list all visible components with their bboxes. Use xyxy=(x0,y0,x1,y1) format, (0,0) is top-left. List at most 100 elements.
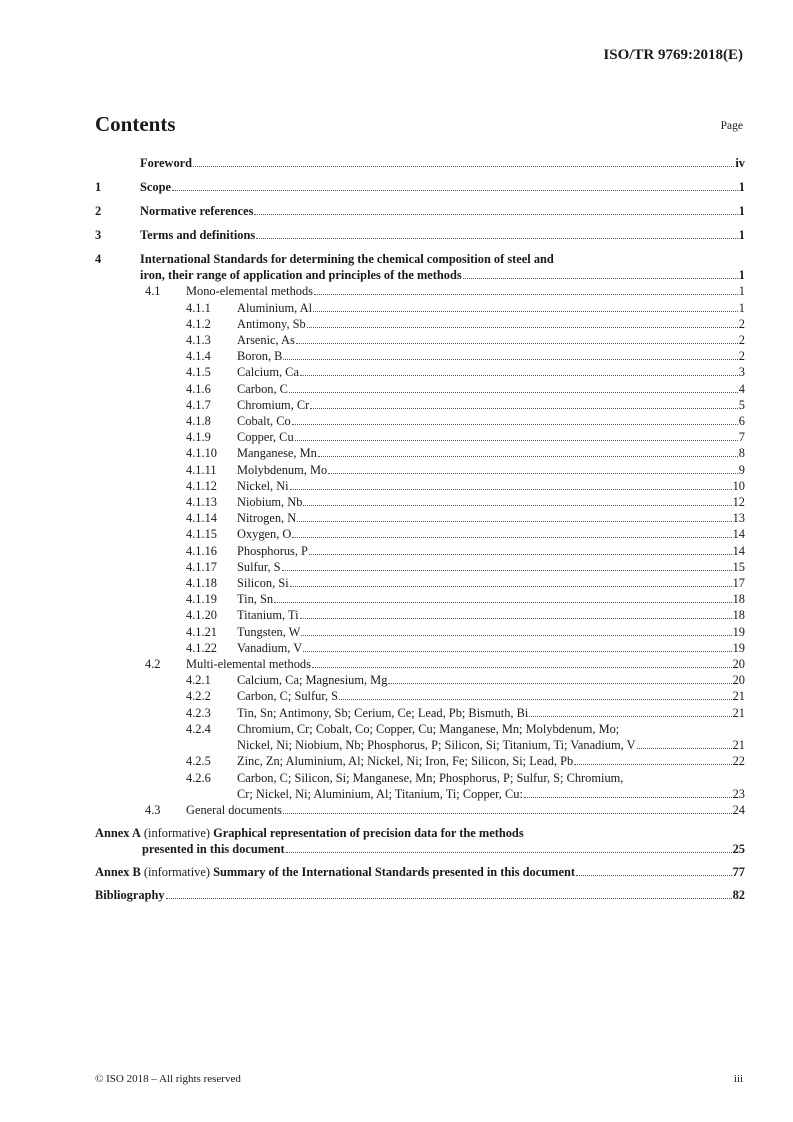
toc-entry[interactable]: 4.2.3 Tin, Sn; Antimony, Sb; Cerium, Ce; … xyxy=(95,705,745,721)
annex-title-text: presented in this document xyxy=(142,841,285,856)
toc-entry-page: iv xyxy=(735,156,745,170)
toc-entry-page: 21 xyxy=(732,689,745,704)
footer-page-number: iii xyxy=(733,1073,743,1085)
toc-entry[interactable]: 4.1.9 Copper, Cu 7 xyxy=(95,429,745,445)
toc-entry-page: 4 xyxy=(738,381,745,396)
toc-entry[interactable]: 4.2 Multi-elemental methods 20 xyxy=(95,656,745,672)
toc-entry-text: Carbon, C; Sulfur, S xyxy=(237,689,339,704)
toc-entry[interactable]: Foreword iv xyxy=(95,155,745,171)
toc-entry-page: 8 xyxy=(738,446,745,461)
toc-entry[interactable]: 4.1.22 Vanadium, V 19 xyxy=(95,640,745,656)
toc-entry[interactable]: 4.1.1 Aluminium, Al 1 xyxy=(95,300,745,316)
dot-leader xyxy=(254,213,738,215)
toc-entry-page: 9 xyxy=(738,462,745,477)
toc-entry[interactable]: 4 International Standards for determining… xyxy=(95,251,745,283)
toc-entry-number xyxy=(95,155,140,171)
toc-entry-line: Niobium, Nb 12 xyxy=(237,494,745,510)
toc-entry[interactable]: 4.1.17 Sulfur, S 15 xyxy=(95,559,745,575)
bibliography-entry[interactable]: Bibliography 82 xyxy=(95,887,745,903)
annex-title-text: Graphical representation of precision da… xyxy=(213,825,524,840)
toc-entry[interactable]: 4.1.10 Manganese, Mn 8 xyxy=(95,445,745,461)
toc-entry[interactable]: 4.1.15 Oxygen, O 14 xyxy=(95,526,745,542)
toc-entry[interactable]: 4.1 Mono-elemental methods 1 xyxy=(95,283,745,299)
bibliography-line: Bibliography 82 xyxy=(95,887,745,903)
toc-entry-number: 1 xyxy=(95,180,102,194)
toc-entry[interactable]: 4.2.6 Carbon, C; Silicon, Si; Manganese, … xyxy=(95,770,745,802)
toc-entry-line: Manganese, Mn 8 xyxy=(237,445,745,461)
toc-entry[interactable]: 4.1.4 Boron, B 2 xyxy=(95,348,745,364)
toc-entry[interactable]: 4.1.6 Carbon, C 4 xyxy=(95,381,745,397)
toc-entry-title: Phosphorus, P 14 xyxy=(237,543,745,559)
toc-entry[interactable]: 4.2.4 Chromium, Cr; Cobalt, Co; Copper, C… xyxy=(95,721,745,753)
toc-entry[interactable]: 4.1.3 Arsenic, As 2 xyxy=(95,332,745,348)
toc-entry[interactable]: 2 Normative references 1 xyxy=(95,203,745,219)
toc-entry-title: Nickel, Ni 10 xyxy=(237,478,745,494)
toc-entry-text: Carbon, C xyxy=(237,381,288,396)
toc-entry[interactable]: 4.1.7 Chromium, Cr 5 xyxy=(95,397,745,413)
dot-leader xyxy=(339,698,732,701)
toc-entry-text: Chromium, Cr; Cobalt, Co; Copper, Cu; Ma… xyxy=(237,721,620,736)
toc-entry[interactable]: 4.1.8 Cobalt, Co 6 xyxy=(95,413,745,429)
dot-leader xyxy=(303,504,732,507)
annex-entry[interactable]: Annex B (informative) Summary of the Int… xyxy=(95,864,745,880)
toc-entry[interactable]: 4.1.19 Tin, Sn 18 xyxy=(95,591,745,607)
toc-entry-page: 22 xyxy=(732,754,745,769)
toc-entry-text: Terms and definitions xyxy=(140,228,256,242)
toc-entry[interactable]: 4.1.2 Antimony, Sb 2 xyxy=(95,316,745,332)
toc-entry-title: Cobalt, Co 6 xyxy=(237,413,745,429)
toc-entry-text: Multi-elemental methods xyxy=(186,657,311,672)
toc-entry-number: 4.1.1 xyxy=(186,300,211,315)
toc-entry[interactable]: 4.3 General documents 24 xyxy=(95,802,745,818)
toc-entry-line: Chromium, Cr; Cobalt, Co; Copper, Cu; Ma… xyxy=(237,721,745,737)
toc-entry-line: Carbon, C 4 xyxy=(237,381,745,397)
toc-entry-page: 19 xyxy=(732,624,745,639)
toc-entry-line: Nitrogen, N 13 xyxy=(237,510,745,526)
toc-entry-number: 4.1.3 xyxy=(186,333,211,348)
toc-entry[interactable]: 4.1.13 Niobium, Nb 12 xyxy=(95,494,745,510)
dot-leader xyxy=(285,851,732,853)
toc-entry-page: 1 xyxy=(738,284,745,299)
toc-entry[interactable]: 4.2.1 Calcium, Ca; Magnesium, Mg 20 xyxy=(95,672,745,688)
toc-entry[interactable]: 4.1.18 Silicon, Si 17 xyxy=(95,575,745,591)
toc-entry-title: General documents 24 xyxy=(186,802,745,818)
toc-entry[interactable]: 4.2.2 Carbon, C; Sulfur, S 21 xyxy=(95,688,745,704)
toc-entry[interactable]: 4.1.5 Calcium, Ca 3 xyxy=(95,364,745,380)
toc-entry-title: Foreword iv xyxy=(140,155,745,171)
dot-leader xyxy=(574,763,732,766)
dot-leader xyxy=(313,310,738,312)
toc-entry-line: Titanium, Ti 18 xyxy=(237,607,745,623)
toc-entry-line: Calcium, Ca; Magnesium, Mg 20 xyxy=(237,672,745,688)
toc-entry-page: 3 xyxy=(738,365,745,380)
toc-entry[interactable]: 3 Terms and definitions 1 xyxy=(95,227,745,243)
toc-entry[interactable]: 4.1.20 Titanium, Ti 18 xyxy=(95,607,745,623)
toc-entry[interactable]: 4.1.21 Tungsten, W 19 xyxy=(95,624,745,640)
toc-entry[interactable]: 1 Scope 1 xyxy=(95,179,745,195)
toc-entry-page: 20 xyxy=(732,673,745,688)
annex-entry-line: Annex B (informative) Summary of the Int… xyxy=(95,864,745,880)
toc-entry[interactable]: 4.1.12 Nickel, Ni 10 xyxy=(95,478,745,494)
toc-entry-page: 18 xyxy=(732,592,745,607)
dot-leader xyxy=(297,520,732,523)
dot-leader xyxy=(529,715,732,717)
toc-entry-number: 4.1.7 xyxy=(186,397,211,412)
annex-page: 77 xyxy=(732,864,745,879)
dot-leader xyxy=(165,897,732,899)
toc-entry-number: 4.1.4 xyxy=(186,349,211,364)
annex-label: Annex B xyxy=(95,864,141,879)
toc-entry[interactable]: 4.1.14 Nitrogen, N 13 xyxy=(95,510,745,526)
toc-entry-title: Sulfur, S 15 xyxy=(237,559,745,575)
dot-leader xyxy=(283,358,738,361)
toc-entry-line: Multi-elemental methods 20 xyxy=(186,656,745,672)
toc-entry-number: 4.1.5 xyxy=(186,365,211,380)
toc-entry-title: Multi-elemental methods 20 xyxy=(186,656,745,672)
dot-leader xyxy=(295,342,738,345)
dot-leader xyxy=(317,455,738,458)
toc-entry[interactable]: 4.2.5 Zinc, Zn; Aluminium, Al; Nickel, Ni… xyxy=(95,753,745,769)
toc-entry[interactable]: 4.1.11 Molybdenum, Mo 9 xyxy=(95,462,745,478)
toc-entry-line: Carbon, C; Sulfur, S 21 xyxy=(237,688,745,704)
dot-leader xyxy=(193,165,735,167)
toc-entry-line: Molybdenum, Mo 9 xyxy=(237,462,745,478)
toc-entry[interactable]: 4.1.16 Phosphorus, P 14 xyxy=(95,543,745,559)
toc-entry-text: Calcium, Ca xyxy=(237,365,299,380)
annex-entry[interactable]: Annex A (informative) Graphical represen… xyxy=(95,825,745,857)
